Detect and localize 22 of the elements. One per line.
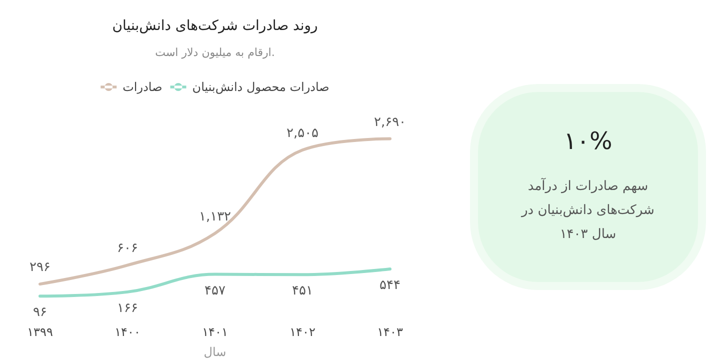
text: ۱۰% [564, 127, 612, 155]
data-label: ۴۵۷ [204, 283, 226, 298]
data-label: ۶۰۶ [117, 241, 138, 256]
data-label: ۵۴۴ [380, 278, 400, 293]
x-tick-label: ۱۴۰۰ [114, 325, 140, 339]
data-label: ۱۶۶ [117, 300, 138, 316]
chart-title: روند صادرات شرکت‌های دانش‌بنیان [112, 18, 318, 34]
data-label: ۲,۶۹۰ [374, 114, 406, 130]
x-tick-label: ۱۴۰۳ [377, 325, 404, 339]
legend-label: صادرات محصول دانش‌بنیان [192, 80, 330, 94]
data-label: ۱,۱۳۲ [198, 209, 232, 224]
data-label: ۴۵۱ [292, 284, 313, 299]
x-tick-label: ۱۳۹۹ [27, 325, 53, 339]
data-label: ۲,۵۰۵ [286, 126, 319, 142]
data-label: ۹۶ [33, 305, 47, 320]
text: سهم صادرات از درآمد شرکت‌های دانش‌بنیان در سال ۱۴۰۳ [520, 176, 656, 244]
data-label: ۲۹۶ [30, 260, 50, 276]
x-tick-label: ۱۴۰۲ [290, 325, 316, 339]
legend-label: صادرات [122, 80, 162, 94]
x-axis-title: سال [204, 345, 226, 359]
chart-subtitle: ارقام به میلیون دلار است. [155, 46, 275, 59]
x-tick-label: ۱۴۰۱ [202, 325, 228, 339]
